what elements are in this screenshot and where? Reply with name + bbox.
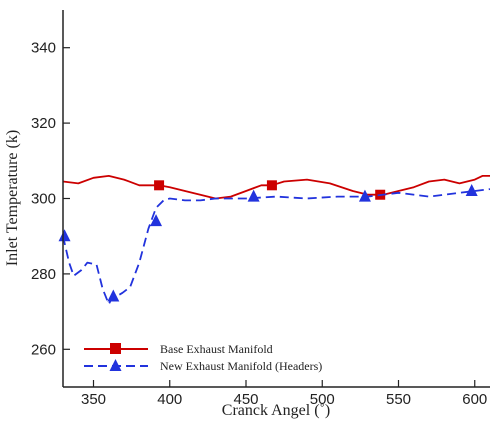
data-point — [358, 189, 371, 202]
x-tick-label: 600 — [462, 391, 487, 408]
y-tick-label: 340 — [31, 40, 56, 57]
data-point — [107, 289, 120, 302]
data-point — [266, 180, 277, 191]
series-line-1 — [62, 188, 490, 306]
x-axis-title: Cranck Angel (˚) — [222, 402, 330, 419]
legend-label-headers: New Exhaust Manifold (Headers) — [160, 359, 322, 373]
data-point — [465, 183, 478, 196]
x-tick-label: 500 — [310, 391, 335, 408]
y-tick-label: 320 — [31, 115, 56, 132]
data-point — [58, 229, 71, 242]
x-tick-label: 400 — [157, 391, 182, 408]
legend-label-base: Base Exhaust Manifold — [160, 342, 273, 356]
x-tick-label: 450 — [233, 391, 258, 408]
data-point — [247, 189, 260, 202]
data-point — [150, 214, 163, 227]
x-tick-label: 550 — [386, 391, 411, 408]
axes — [62, 10, 490, 388]
series-layer — [58, 174, 490, 306]
y-tick-label: 300 — [31, 191, 56, 208]
x-tick-label: 350 — [81, 391, 106, 408]
y-tick-label: 280 — [31, 266, 56, 283]
legend-marker-headers — [109, 359, 122, 371]
data-point — [154, 180, 165, 191]
ticks: 350 400 450 500 550 600 260 280 300 320 340 — [31, 40, 487, 408]
legend-marker-base — [110, 343, 121, 354]
y-tick-label: 260 — [31, 341, 56, 358]
legend: Base Exhaust Manifold New Exhaust Manifo… — [84, 342, 322, 373]
y-axis-title: Inlet Temperature (k) — [4, 130, 21, 266]
